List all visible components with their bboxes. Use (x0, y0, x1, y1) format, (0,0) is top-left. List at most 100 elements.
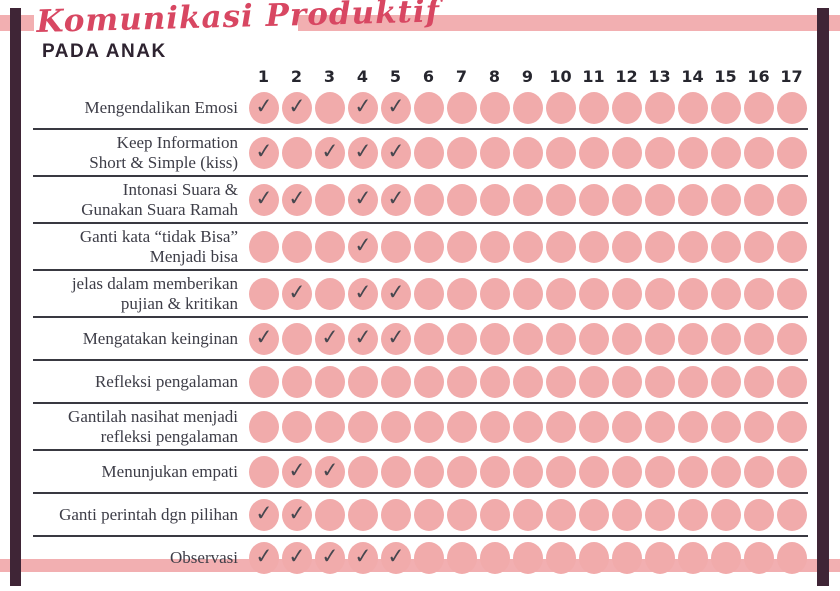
day-circle[interactable] (479, 136, 510, 169)
day-circle[interactable] (479, 498, 510, 531)
day-circle[interactable] (710, 277, 741, 310)
day-circle[interactable] (776, 136, 807, 169)
day-circle[interactable] (545, 455, 576, 488)
day-circle[interactable]: ✓ (380, 91, 411, 124)
day-circle[interactable]: ✓ (380, 277, 411, 310)
day-circle[interactable] (611, 136, 642, 169)
day-circle[interactable] (446, 455, 477, 488)
day-circle[interactable] (644, 277, 675, 310)
day-circle[interactable] (776, 91, 807, 124)
day-circle[interactable] (677, 230, 708, 263)
day-circle[interactable] (578, 136, 609, 169)
day-circle[interactable] (512, 365, 543, 398)
day-circle[interactable] (743, 322, 774, 355)
day-circle[interactable] (479, 541, 510, 574)
day-circle[interactable] (743, 410, 774, 443)
day-circle[interactable] (611, 322, 642, 355)
day-circle[interactable]: ✓ (248, 541, 279, 574)
day-circle[interactable] (677, 277, 708, 310)
day-circle[interactable] (248, 455, 279, 488)
day-circle[interactable] (479, 365, 510, 398)
day-circle[interactable] (644, 498, 675, 531)
day-circle[interactable] (281, 230, 312, 263)
day-circle[interactable] (677, 455, 708, 488)
day-circle[interactable] (710, 541, 741, 574)
day-circle[interactable]: ✓ (281, 91, 312, 124)
day-circle[interactable] (446, 498, 477, 531)
day-circle[interactable] (743, 455, 774, 488)
day-circle[interactable] (545, 136, 576, 169)
day-circle[interactable] (413, 230, 444, 263)
day-circle[interactable] (446, 322, 477, 355)
day-circle[interactable]: ✓ (248, 136, 279, 169)
day-circle[interactable] (611, 230, 642, 263)
day-circle[interactable] (248, 365, 279, 398)
day-circle[interactable]: ✓ (248, 322, 279, 355)
day-circle[interactable] (776, 322, 807, 355)
day-circle[interactable] (479, 455, 510, 488)
day-circle[interactable] (512, 410, 543, 443)
day-circle[interactable] (644, 91, 675, 124)
day-circle[interactable]: ✓ (347, 183, 378, 216)
day-circle[interactable] (248, 410, 279, 443)
day-circle[interactable] (314, 91, 345, 124)
day-circle[interactable]: ✓ (281, 498, 312, 531)
day-circle[interactable] (413, 541, 444, 574)
day-circle[interactable] (512, 136, 543, 169)
day-circle[interactable] (644, 410, 675, 443)
day-circle[interactable] (479, 183, 510, 216)
day-circle[interactable] (380, 455, 411, 488)
day-circle[interactable] (644, 455, 675, 488)
day-circle[interactable] (677, 498, 708, 531)
day-circle[interactable] (314, 410, 345, 443)
day-circle[interactable] (413, 455, 444, 488)
day-circle[interactable] (677, 91, 708, 124)
day-circle[interactable] (776, 277, 807, 310)
day-circle[interactable] (446, 136, 477, 169)
day-circle[interactable] (380, 365, 411, 398)
day-circle[interactable] (578, 541, 609, 574)
day-circle[interactable] (545, 498, 576, 531)
day-circle[interactable]: ✓ (347, 322, 378, 355)
day-circle[interactable] (479, 322, 510, 355)
day-circle[interactable] (710, 322, 741, 355)
day-circle[interactable] (545, 322, 576, 355)
day-circle[interactable] (644, 230, 675, 263)
day-circle[interactable] (677, 136, 708, 169)
day-circle[interactable] (578, 365, 609, 398)
day-circle[interactable]: ✓ (314, 322, 345, 355)
day-circle[interactable] (512, 183, 543, 216)
day-circle[interactable] (677, 365, 708, 398)
day-circle[interactable] (776, 455, 807, 488)
day-circle[interactable] (743, 541, 774, 574)
day-circle[interactable] (347, 455, 378, 488)
day-circle[interactable] (446, 230, 477, 263)
day-circle[interactable]: ✓ (314, 455, 345, 488)
day-circle[interactable]: ✓ (347, 136, 378, 169)
day-circle[interactable] (281, 322, 312, 355)
day-circle[interactable] (710, 230, 741, 263)
day-circle[interactable] (677, 183, 708, 216)
day-circle[interactable] (281, 365, 312, 398)
day-circle[interactable] (413, 183, 444, 216)
day-circle[interactable] (413, 498, 444, 531)
day-circle[interactable] (479, 410, 510, 443)
day-circle[interactable] (545, 410, 576, 443)
day-circle[interactable]: ✓ (248, 91, 279, 124)
day-circle[interactable] (314, 498, 345, 531)
day-circle[interactable] (314, 183, 345, 216)
day-circle[interactable] (644, 365, 675, 398)
day-circle[interactable] (512, 277, 543, 310)
day-circle[interactable] (611, 455, 642, 488)
day-circle[interactable] (710, 498, 741, 531)
day-circle[interactable] (743, 498, 774, 531)
day-circle[interactable] (446, 410, 477, 443)
day-circle[interactable] (710, 136, 741, 169)
day-circle[interactable] (413, 410, 444, 443)
day-circle[interactable]: ✓ (380, 322, 411, 355)
day-circle[interactable] (413, 322, 444, 355)
day-circle[interactable] (776, 183, 807, 216)
day-circle[interactable]: ✓ (347, 91, 378, 124)
day-circle[interactable] (413, 365, 444, 398)
day-circle[interactable] (743, 183, 774, 216)
